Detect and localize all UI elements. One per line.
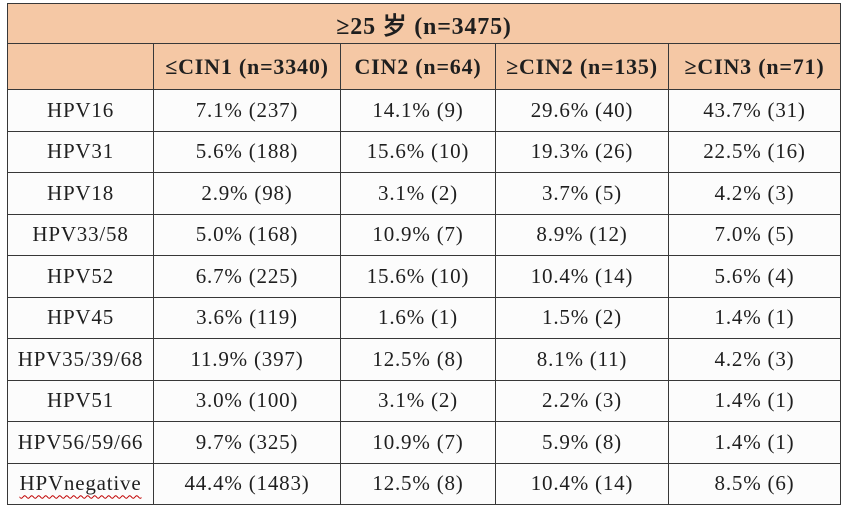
table-header-row: ≤CIN1 (n=3340) CIN2 (n=64) ≥CIN2 (n=135)…: [7, 43, 841, 90]
column-header-gte-cin2: ≥CIN2 (n=135): [495, 43, 669, 90]
table-cell: 15.6% (10): [340, 255, 496, 298]
table-cell: 8.5% (6): [668, 462, 841, 505]
table-cell: 10.9% (7): [340, 421, 496, 464]
table-cell: 8.9% (12): [495, 213, 669, 256]
table-cell: 3.1% (2): [340, 379, 496, 422]
table-cell: 1.6% (1): [340, 296, 496, 339]
table-cell: 3.7% (5): [495, 172, 669, 215]
table-cell: 3.0% (100): [153, 379, 341, 422]
table-row: HPV56/59/66 9.7% (325) 10.9% (7) 5.9% (8…: [7, 421, 841, 464]
table-row: HPV35/39/68 11.9% (397) 12.5% (8) 8.1% (…: [7, 338, 841, 381]
table-cell: 15.6% (10): [340, 130, 496, 173]
row-label: HPV51: [7, 379, 154, 422]
table-cell: 7.0% (5): [668, 213, 841, 256]
table-cell: 44.4% (1483): [153, 462, 341, 505]
table-title-row: ≥25 岁 (n=3475): [7, 3, 841, 44]
table-cell: 22.5% (16): [668, 130, 841, 173]
row-label: HPVnegative: [7, 462, 154, 505]
table-cell: 5.6% (4): [668, 255, 841, 298]
table-row: HPV16 7.1% (237) 14.1% (9) 29.6% (40) 43…: [7, 89, 841, 132]
table-cell: 4.2% (3): [668, 172, 841, 215]
table-cell: 3.6% (119): [153, 296, 341, 339]
table-cell: 43.7% (31): [668, 89, 841, 132]
row-label: HPV33/58: [7, 213, 154, 256]
row-label: HPV35/39/68: [7, 338, 154, 381]
table-cell: 1.5% (2): [495, 296, 669, 339]
table-cell: 12.5% (8): [340, 338, 496, 381]
row-label: HPV56/59/66: [7, 421, 154, 464]
table-row: HPV51 3.0% (100) 3.1% (2) 2.2% (3) 1.4% …: [7, 379, 841, 422]
hpv-prevalence-table: ≥25 岁 (n=3475) ≤CIN1 (n=3340) CIN2 (n=64…: [7, 3, 841, 505]
table-cell: 1.4% (1): [668, 296, 841, 339]
table-cell: 10.9% (7): [340, 213, 496, 256]
table-cell: 29.6% (40): [495, 89, 669, 132]
row-label: HPV52: [7, 255, 154, 298]
table-title: ≥25 岁 (n=3475): [7, 3, 841, 44]
table-cell: 6.7% (225): [153, 255, 341, 298]
table-cell: 12.5% (8): [340, 462, 496, 505]
table-cell: 19.3% (26): [495, 130, 669, 173]
table-cell: 8.1% (11): [495, 338, 669, 381]
column-header-gte-cin3: ≥CIN3 (n=71): [668, 43, 841, 90]
table-cell: 11.9% (397): [153, 338, 341, 381]
table-cell: 10.4% (14): [495, 462, 669, 505]
table-cell: 4.2% (3): [668, 338, 841, 381]
row-label: HPV16: [7, 89, 154, 132]
table-cell: 3.1% (2): [340, 172, 496, 215]
row-label: HPV18: [7, 172, 154, 215]
row-label-hpv-negative: HPVnegative: [19, 471, 142, 496]
table-row: HPVnegative 44.4% (1483) 12.5% (8) 10.4%…: [7, 462, 841, 505]
row-label: HPV45: [7, 296, 154, 339]
table-cell: 14.1% (9): [340, 89, 496, 132]
table-row: HPV33/58 5.0% (168) 10.9% (7) 8.9% (12) …: [7, 213, 841, 256]
column-header-cin2: CIN2 (n=64): [340, 43, 496, 90]
table-cell: 1.4% (1): [668, 379, 841, 422]
table-cell: 5.9% (8): [495, 421, 669, 464]
table-cell: 5.6% (188): [153, 130, 341, 173]
column-header-cin1: ≤CIN1 (n=3340): [153, 43, 341, 90]
table-row: HPV45 3.6% (119) 1.6% (1) 1.5% (2) 1.4% …: [7, 296, 841, 339]
table-cell: 9.7% (325): [153, 421, 341, 464]
table-cell: 10.4% (14): [495, 255, 669, 298]
corner-cell: [7, 43, 154, 90]
table-cell: 2.9% (98): [153, 172, 341, 215]
table-cell: 5.0% (168): [153, 213, 341, 256]
table-row: HPV31 5.6% (188) 15.6% (10) 19.3% (26) 2…: [7, 130, 841, 173]
table-cell: 2.2% (3): [495, 379, 669, 422]
table-cell: 1.4% (1): [668, 421, 841, 464]
table-row: HPV18 2.9% (98) 3.1% (2) 3.7% (5) 4.2% (…: [7, 172, 841, 215]
row-label: HPV31: [7, 130, 154, 173]
table-row: HPV52 6.7% (225) 15.6% (10) 10.4% (14) 5…: [7, 255, 841, 298]
table-cell: 7.1% (237): [153, 89, 341, 132]
